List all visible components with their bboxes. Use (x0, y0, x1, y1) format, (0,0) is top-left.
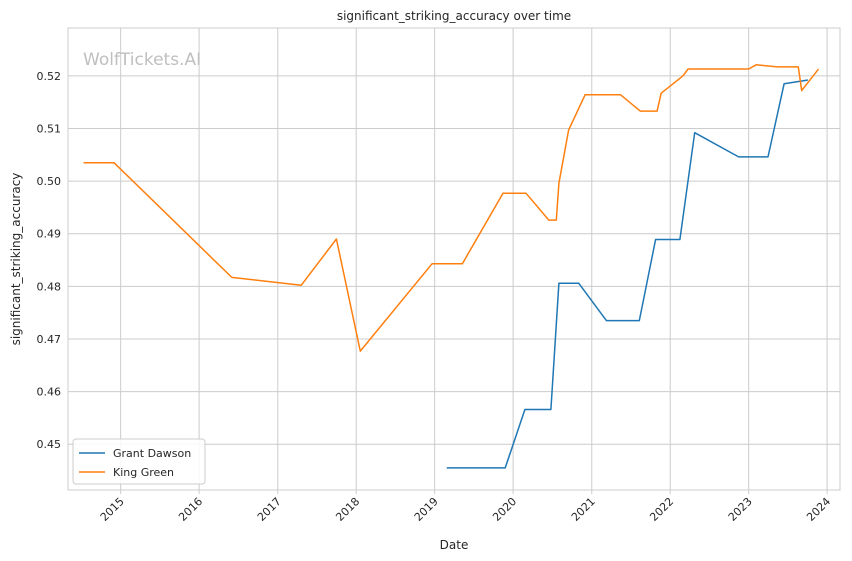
y-tick-label: 0.46 (37, 386, 62, 399)
watermark: WolfTickets.AI (83, 50, 201, 70)
legend-label-king-green: King Green (113, 466, 174, 479)
x-axis-title: Date (440, 538, 469, 552)
series-line-king-green (83, 64, 819, 352)
plot-border (67, 27, 841, 491)
y-tick-label: 0.48 (37, 280, 62, 293)
y-tick-label: 0.52 (37, 70, 62, 83)
gridlines (68, 28, 840, 490)
y-axis-ticks: 0.45 0.46 0.47 0.48 0.49 0.50 0.51 0.52 (37, 70, 62, 451)
y-tick-label: 0.50 (37, 175, 62, 188)
legend-label-grant-dawson: Grant Dawson (113, 447, 191, 460)
plot-area (68, 28, 840, 490)
chart-title: significant_striking_accuracy over time (337, 9, 571, 23)
y-tick-label: 0.47 (37, 333, 62, 346)
y-tick-label: 0.49 (37, 228, 62, 241)
legend: Grant Dawson King Green (72, 438, 206, 485)
y-axis-title: significant_striking_accuracy (9, 173, 23, 346)
y-tick-label: 0.45 (37, 438, 62, 451)
y-tick-label: 0.51 (37, 123, 62, 136)
series-layer (83, 64, 819, 469)
series-line-grant-dawson (446, 79, 809, 469)
legend-box (72, 438, 206, 485)
